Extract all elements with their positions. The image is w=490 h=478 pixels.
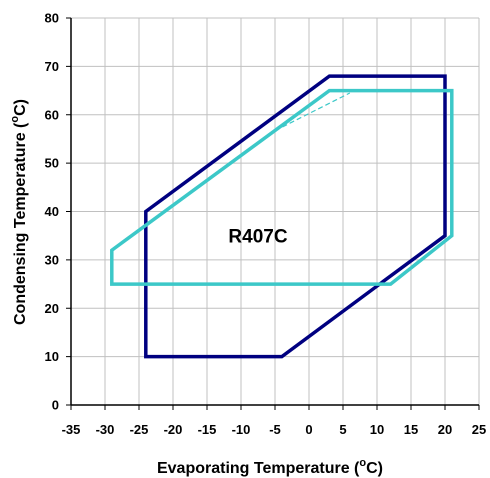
x-tick-label-7: 0 <box>305 422 312 437</box>
x-axis-unit-suffix: C) <box>366 460 383 477</box>
y-axis-title: Condensing Temperature (oC) <box>9 99 29 325</box>
y-tick-label-8: 80 <box>45 11 59 26</box>
y-tick-label-5: 50 <box>45 156 59 171</box>
annotation-label: R407C <box>228 227 287 248</box>
x-axis-title-text: Evaporating Temperature ( <box>157 460 360 477</box>
x-axis-title: Evaporating Temperature (oC) <box>157 457 383 477</box>
series-layer <box>110 74 454 359</box>
y-tick-label-1: 10 <box>45 349 59 364</box>
x-tick-label-2: -25 <box>130 422 149 437</box>
y-axis-unit-suffix: C) <box>12 99 29 116</box>
x-tick-label-3: -20 <box>164 422 183 437</box>
x-tick-label-1: -30 <box>96 422 115 437</box>
x-tick-label-11: 20 <box>438 422 452 437</box>
x-tick-label-0: -35 <box>62 422 81 437</box>
x-axis-unit-degree: o <box>359 457 366 469</box>
y-tick-label-2: 20 <box>45 301 59 316</box>
y-axis-unit-degree: o <box>9 116 21 123</box>
x-tick-label-9: 10 <box>370 422 384 437</box>
y-tick-label-7: 70 <box>45 59 59 74</box>
series-line-1 <box>110 88 454 286</box>
x-tick-label-5: -10 <box>232 422 251 437</box>
x-tick-label-4: -15 <box>198 422 217 437</box>
x-tick-label-12: 25 <box>472 422 486 437</box>
x-tick-label-8: 5 <box>339 422 346 437</box>
y-tick-label-0: 0 <box>52 398 59 413</box>
axes <box>66 17 480 410</box>
series-line-2 <box>267 92 351 135</box>
y-axis-title-text: Condensing Temperature ( <box>12 122 29 325</box>
x-tick-label-10: 15 <box>404 422 418 437</box>
series-line-0 <box>144 74 447 359</box>
tick-labels: -35 -30 -25 -20 -15 -10 -5 0 5 10 15 20 25 0 10 20 30 40 5… <box>45 11 487 438</box>
y-tick-label-4: 40 <box>45 204 59 219</box>
x-tick-label-6: -5 <box>269 422 281 437</box>
y-tick-label-6: 60 <box>45 107 59 122</box>
y-tick-label-3: 30 <box>45 252 59 267</box>
